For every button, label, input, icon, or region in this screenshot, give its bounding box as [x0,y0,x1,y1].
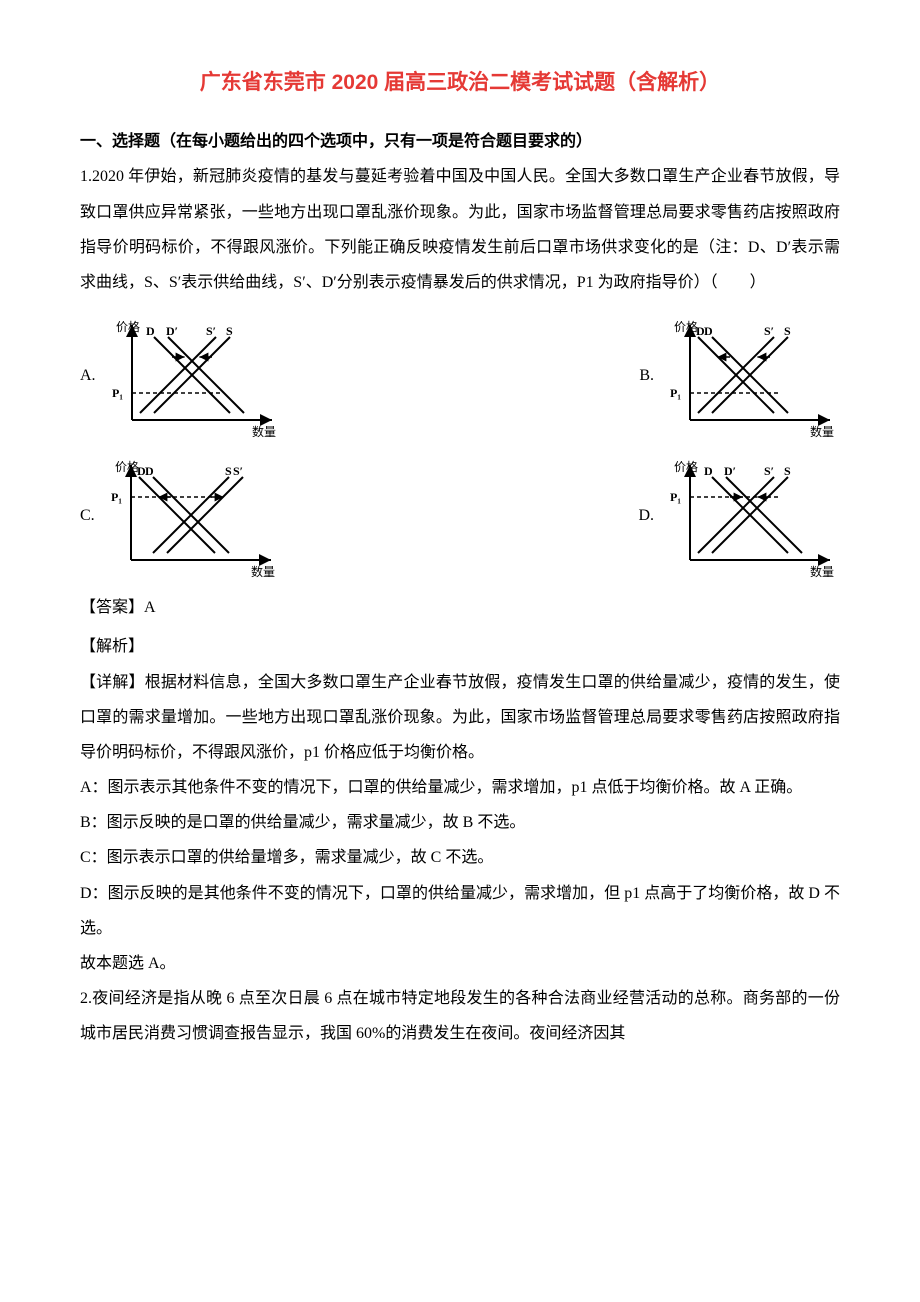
svg-text:D′: D′ [137,464,149,478]
analysis-label: 【解析】 [80,629,840,664]
svg-text:S′: S′ [764,464,774,478]
svg-text:数量: 数量 [251,564,275,579]
page-title: 广东省东莞市 2020 届高三政治二模考试试题（含解析） [80,60,840,106]
chart-a: 价格数量 D D′ S S′ P₁ [102,310,282,440]
svg-text:D: D [704,464,713,478]
svg-text:D: D [146,324,155,338]
option-b: B. 价格数量DD′SS′P₁ [639,310,840,440]
svg-text:价格: 价格 [115,459,139,474]
svg-text:数量: 数量 [252,424,276,439]
detail-text: 【详解】根据材料信息，全国大多数口罩生产企业春节放假，疫情发生口罩的供给量减少，… [80,665,840,771]
svg-text:D′: D′ [166,324,178,338]
svg-text:S: S [226,324,233,338]
option-d-label: D. [638,498,654,533]
svg-text:P₁: P₁ [670,490,681,504]
option-a-label: A. [80,358,96,393]
svg-text:S: S [784,324,791,338]
svg-text:P₁: P₁ [111,490,122,504]
options-row-2: C. 价格数量DD′SS′P₁ D. 价格数量DD′SS′P₁ [80,450,840,580]
chart-d: 价格数量 D D′ S S′ P₁ [660,450,840,580]
svg-text:数量: 数量 [810,564,834,579]
option-d: D. 价格数量 D D′ S S′ P₁ [638,450,840,580]
svg-text:价格: 价格 [116,319,140,334]
section-header: 一、选择题（在每小题给出的四个选项中，只有一项是符合题目要求的） [80,124,840,159]
svg-text:S′: S′ [206,324,216,338]
svg-text:数量: 数量 [810,424,834,439]
option-a-explain: A：图示表示其他条件不变的情况下，口罩的供给量减少，需求增加，p1 点低于均衡价… [80,770,840,805]
svg-text:P₁: P₁ [112,386,123,400]
svg-text:S′: S′ [233,464,243,478]
option-d-explain: D：图示反映的是其他条件不变的情况下，口罩的供给量减少，需求增加，但 p1 点高… [80,876,840,946]
answer-label: 【答案】A [80,590,840,625]
option-b-explain: B：图示反映的是口罩的供给量减少，需求量减少，故 B 不选。 [80,805,840,840]
option-c: C. 价格数量DD′SS′P₁ [80,450,281,580]
svg-text:价格: 价格 [674,319,698,334]
svg-text:S′: S′ [764,324,774,338]
option-b-label: B. [639,358,654,393]
svg-text:P₁: P₁ [670,386,681,400]
svg-text:S: S [225,464,232,478]
option-a: A. 价格数量 D D′ S S′ P₁ [80,310,282,440]
chart-c: 价格数量DD′SS′P₁ [101,450,281,580]
svg-text:D′: D′ [696,324,708,338]
chart-b: 价格数量DD′SS′P₁ [660,310,840,440]
option-c-explain: C：图示表示口罩的供给量增多，需求量减少，故 C 不选。 [80,840,840,875]
conclusion: 故本题选 A。 [80,946,840,981]
question-1-text: 1.2020 年伊始，新冠肺炎疫情的基发与蔓延考验着中国及中国人民。全国大多数口… [80,159,840,300]
question-2-text: 2.夜间经济是指从晚 6 点至次日晨 6 点在城市特定地段发生的各种合法商业经营… [80,981,840,1051]
svg-text:价格: 价格 [674,459,698,474]
svg-text:S: S [784,464,791,478]
options-row-1: A. 价格数量 D D′ S S′ P₁ B. 价格数量 D D′ S S′ P₁ [80,310,840,440]
option-c-label: C. [80,498,95,533]
svg-text:D′: D′ [724,464,736,478]
